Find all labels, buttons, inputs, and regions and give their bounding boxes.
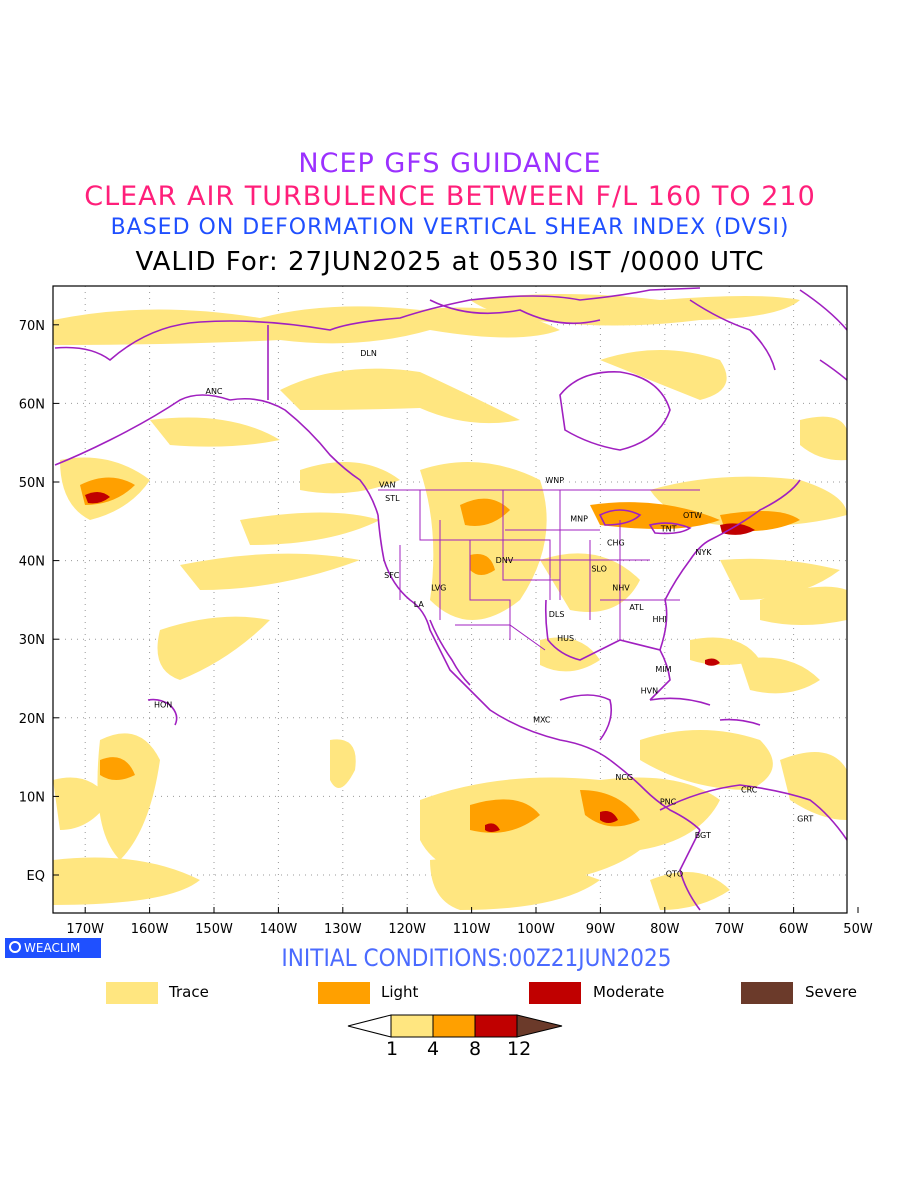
- station-label-grt: GRT: [797, 815, 813, 824]
- axis-labels: 70N 60N 50N 40N 30N 20N 10N EQ 170W 160W 150W 140W 1…: [19, 319, 873, 937]
- station-label-slo: SLO: [591, 565, 607, 574]
- station-label-stl: STL: [385, 494, 400, 503]
- station-label-atl: ATL: [629, 603, 644, 612]
- station-label-nhv: NHV: [612, 583, 630, 592]
- colorbar-label-8: 8: [469, 1038, 482, 1060]
- initial-conditions: INITIAL CONDITIONS:00Z21JUN2025: [281, 944, 672, 972]
- chart-subtitle-cat: CLEAR AIR TURBULENCE BETWEEN F/L 160 TO …: [84, 181, 816, 212]
- colorbar-label-12: 12: [507, 1038, 532, 1060]
- lon-label: 70W: [714, 922, 744, 937]
- lat-label: EQ: [27, 869, 45, 884]
- lon-label: 110W: [453, 922, 491, 937]
- lon-label: 100W: [517, 922, 555, 937]
- station-label-hvn: HVN: [641, 686, 658, 695]
- station-labels: ANC DLN VAN STL WNP MNP OTW TNT CHG NYK DNV SFC LVG S…: [154, 349, 813, 878]
- lon-label: 140W: [260, 922, 298, 937]
- legend-label-moderate: Moderate: [593, 983, 665, 1001]
- legend-swatch-trace: [106, 982, 158, 1004]
- legend-label-severe: Severe: [805, 983, 857, 1001]
- station-label-mnp: MNP: [570, 514, 588, 523]
- coastlines: [54, 287, 847, 911]
- lat-label: 50N: [19, 476, 45, 491]
- station-label-pnc: PNC: [660, 797, 677, 806]
- station-label-tnt: TNT: [660, 525, 677, 534]
- legend-swatch-moderate: [529, 982, 581, 1004]
- lon-label: 80W: [650, 922, 680, 937]
- weaclim-badge[interactable]: WEACLIM: [5, 938, 101, 958]
- lon-label: 150W: [195, 922, 233, 937]
- station-label-chg: CHG: [607, 539, 625, 548]
- station-label-crc: CRC: [741, 785, 758, 794]
- station-label-van: VAN: [379, 481, 395, 490]
- station-label-nyk: NYK: [695, 548, 712, 557]
- station-label-hon: HON: [154, 701, 172, 710]
- circle-icon: [9, 941, 21, 953]
- chart-title: NCEP GFS GUIDANCE: [298, 148, 602, 179]
- chart-subtitle-method: BASED ON DEFORMATION VERTICAL SHEAR INDE…: [110, 215, 790, 240]
- lon-label: 50W: [843, 922, 873, 937]
- lon-label: 160W: [131, 922, 169, 937]
- station-label-sfc: SFC: [384, 571, 400, 580]
- station-label-dln: DLN: [360, 349, 377, 358]
- valid-time: VALID For: 27JUN2025 at 0530 IST /0000 U…: [135, 247, 765, 277]
- station-label-dls: DLS: [549, 610, 565, 619]
- station-label-dnv: DNV: [496, 556, 514, 565]
- station-label-hus: HUS: [557, 634, 574, 643]
- political-borders: [378, 489, 700, 651]
- lon-label: 170W: [66, 922, 104, 937]
- station-label-hhi: HHI: [652, 615, 666, 624]
- station-label-mim: MIM: [655, 665, 671, 674]
- station-label-mxc: MXC: [533, 716, 551, 725]
- station-label-ncg: NCG: [615, 773, 633, 782]
- colorbar-label-1: 1: [386, 1038, 399, 1060]
- lat-label: 60N: [19, 397, 45, 412]
- lat-label: 20N: [19, 712, 45, 727]
- lat-label: 70N: [19, 319, 45, 334]
- station-label-la: LA: [414, 600, 425, 609]
- lon-label: 60W: [779, 922, 809, 937]
- station-label-wnp: WNP: [545, 476, 564, 485]
- lat-label: 30N: [19, 633, 45, 648]
- station-label-otw: OTW: [683, 511, 702, 520]
- legend-label-light: Light: [381, 983, 419, 1001]
- colorbar-label-4: 4: [427, 1038, 440, 1060]
- lat-label: 10N: [19, 790, 45, 805]
- station-label-qto: QTO: [666, 870, 683, 879]
- badge-text: WEACLIM: [24, 941, 81, 955]
- station-label-anc: ANC: [205, 387, 222, 396]
- legend-swatch-light: [318, 982, 370, 1004]
- station-label-lvg: LVG: [431, 583, 446, 592]
- legend-swatch-severe: [741, 982, 793, 1004]
- lon-label: 120W: [388, 922, 426, 937]
- station-label-bgt: BGT: [695, 831, 711, 840]
- legend-label-trace: Trace: [169, 983, 209, 1001]
- lon-label: 90W: [586, 922, 616, 937]
- lon-label: 130W: [324, 922, 362, 937]
- lat-label: 40N: [19, 555, 45, 570]
